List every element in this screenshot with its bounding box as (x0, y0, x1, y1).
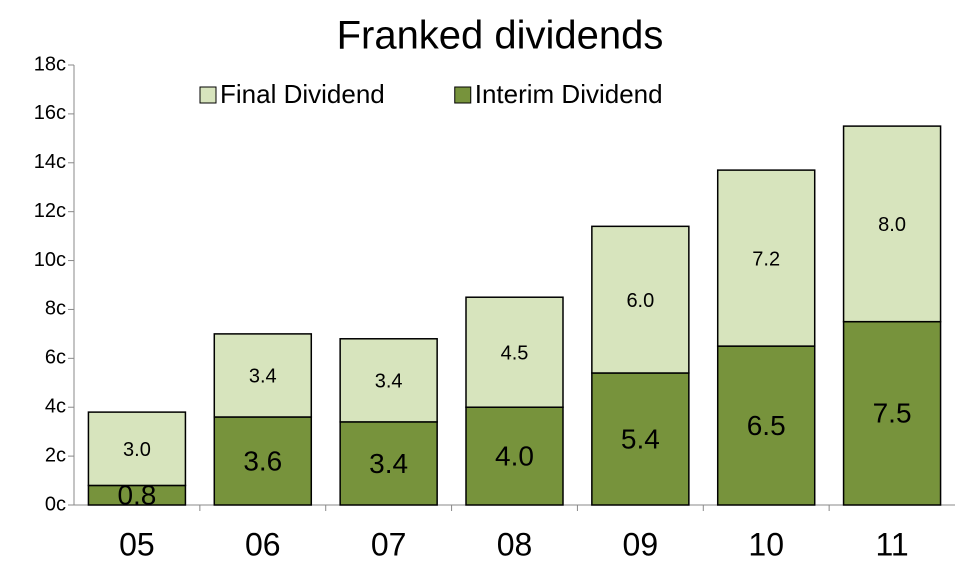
y-tick-label: 8c (45, 298, 66, 320)
y-tick-label: 0c (45, 493, 66, 515)
data-label: 6.5 (747, 410, 786, 441)
bar-segment (716, 169, 816, 347)
data-label: 3.4 (375, 371, 403, 393)
x-tick-label: 09 (623, 526, 659, 562)
bar-segment (339, 338, 438, 423)
legend-label: Interim Dividend (475, 79, 663, 109)
data-label: 3.6 (243, 445, 282, 476)
data-label: 5.4 (621, 423, 660, 454)
bar-segment (842, 320, 942, 506)
data-label: 8.0 (878, 214, 906, 236)
bar-segment (591, 225, 690, 374)
y-tick-label: 16c (34, 102, 66, 124)
legend-label: Final Dividend (220, 79, 385, 109)
y-tick-label: 18c (34, 53, 66, 75)
bar-segment (716, 345, 816, 506)
data-label: 3.0 (123, 439, 151, 461)
bar-segment (465, 296, 564, 408)
x-tick-label: 06 (245, 526, 281, 562)
bar-segment (87, 411, 187, 487)
data-label: 4.5 (501, 343, 529, 365)
bar-segment (842, 125, 942, 323)
y-tick-label: 12c (34, 200, 66, 222)
chart-title: Franked dividends (337, 14, 664, 58)
x-tick-label: 05 (119, 526, 155, 562)
bar-segment (213, 333, 313, 418)
y-tick-label: 2c (45, 444, 66, 466)
legend-swatch (454, 86, 472, 104)
x-tick-label: 07 (371, 526, 407, 562)
y-tick-label: 14c (34, 151, 66, 173)
data-label: 3.4 (249, 366, 277, 388)
data-label: 3.4 (369, 448, 408, 479)
x-tick-label: 08 (497, 526, 533, 562)
legend-swatch (199, 86, 217, 104)
x-tick-label: 10 (748, 526, 784, 562)
y-tick-label: 6c (45, 347, 66, 369)
data-label: 4.0 (495, 441, 534, 472)
bar-segment (213, 416, 313, 506)
bar-segment (465, 406, 564, 506)
data-label: 7.2 (752, 248, 780, 270)
x-tick-label: 11 (875, 526, 908, 562)
y-tick-label: 10c (34, 249, 66, 271)
data-label: 7.5 (873, 398, 912, 429)
y-tick-label: 4c (45, 396, 66, 418)
data-label: 6.0 (626, 290, 654, 312)
bar-segment (339, 421, 438, 506)
